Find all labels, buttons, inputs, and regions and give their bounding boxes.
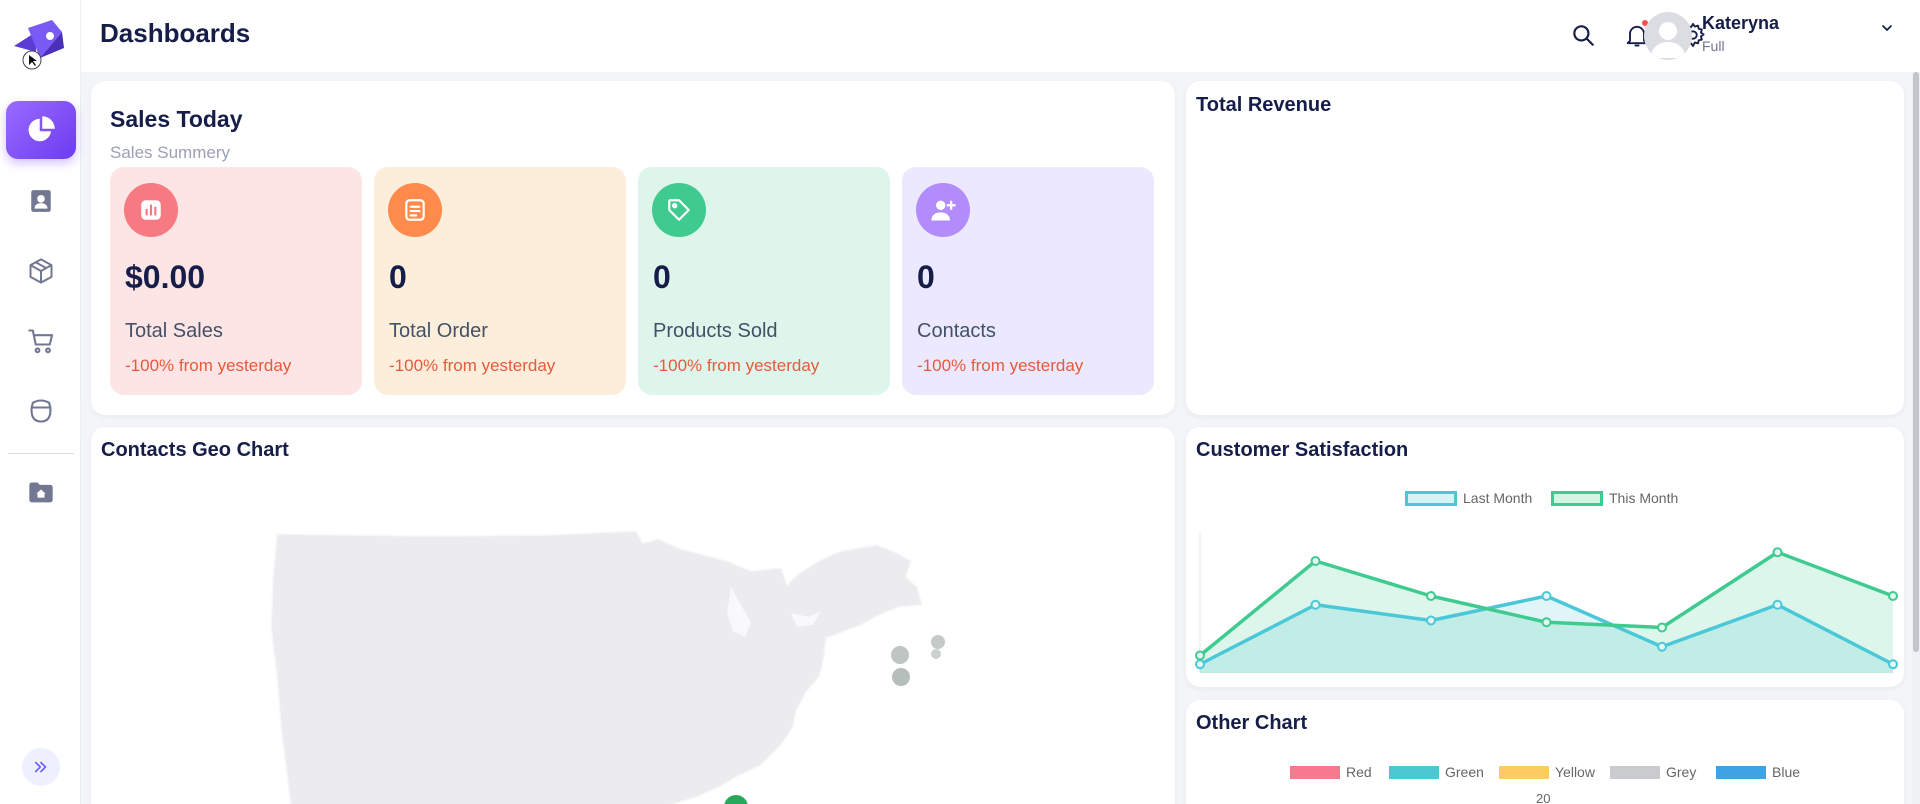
data-point-last-month	[1657, 641, 1667, 652]
stat-change: -100% from yesterday	[125, 356, 292, 375]
sidebar-item-orders[interactable]	[6, 312, 76, 370]
data-point-this-month	[1888, 591, 1898, 601]
geo-marker	[892, 668, 910, 686]
expand-sidebar-button[interactable]	[22, 748, 60, 786]
sidebar	[0, 0, 81, 804]
sales-today-title: Sales Today	[110, 106, 243, 132]
cart-icon	[28, 329, 54, 354]
user-role: Full	[1702, 38, 1725, 54]
us-map	[270, 530, 945, 804]
data-point-last-month	[1888, 659, 1898, 670]
customer-satisfaction-card: Customer Satisfaction Last Month This Mo…	[1186, 427, 1904, 687]
satisfaction-line-chart	[1195, 533, 1898, 673]
sidebar-item-dashboard[interactable]	[6, 101, 76, 159]
data-point-this-month	[1195, 650, 1205, 661]
search-icon	[1573, 25, 1594, 46]
total-revenue-title: Total Revenue	[1196, 94, 1332, 116]
user-menu-chevron[interactable]	[1879, 20, 1895, 40]
chevron-down-icon	[1882, 25, 1892, 31]
data-point-this-month	[1310, 556, 1321, 566]
sidebar-item-files[interactable]	[6, 464, 76, 522]
box-icon	[29, 258, 53, 284]
search-button[interactable]	[1566, 18, 1600, 52]
stat-change: -100% from yesterday	[389, 356, 556, 375]
data-point-this-month	[1772, 547, 1783, 558]
folder-home-icon	[29, 482, 53, 503]
legend-grey[interactable]: Grey	[1610, 764, 1696, 780]
stat-tile-total-sales: $0.00 Total Sales -100% from yesterday	[110, 167, 362, 395]
stat-tile-total-order: 0 Total Order -100% from yesterday	[374, 167, 626, 395]
sidebar-item-products[interactable]	[6, 242, 76, 300]
stat-change: -100% from yesterday	[653, 356, 820, 375]
stat-label: Total Sales	[125, 320, 223, 342]
data-point-this-month	[1426, 591, 1436, 601]
sidebar-item-baskets[interactable]	[6, 382, 76, 440]
data-point-last-month	[1772, 599, 1783, 610]
legend-green[interactable]: Green	[1389, 764, 1484, 780]
user-avatar[interactable]	[1644, 12, 1692, 60]
legend-this-month[interactable]: This Month	[1551, 490, 1678, 506]
document-icon	[388, 183, 442, 237]
data-point-last-month	[1426, 615, 1436, 626]
tag-icon	[652, 183, 706, 237]
legend-blue[interactable]: Blue	[1716, 764, 1800, 780]
bar-chart-icon	[124, 183, 178, 237]
geo-chart-card: Contacts Geo Chart	[91, 427, 1175, 804]
user-name[interactable]: Kateryna	[1702, 13, 1780, 33]
stat-value: 0	[917, 259, 935, 295]
stat-label: Total Order	[389, 320, 488, 342]
stat-label: Contacts	[917, 320, 996, 342]
stat-tile-contacts: 0 Contacts -100% from yesterday	[902, 167, 1154, 395]
data-point-last-month	[1310, 599, 1321, 610]
y-tick-label: 20	[1536, 791, 1551, 804]
series-area-this-month	[1200, 552, 1893, 673]
page-scrollbar-thumb[interactable]	[1913, 72, 1919, 652]
data-point-last-month	[1541, 591, 1552, 601]
stat-value: $0.00	[125, 259, 206, 295]
top-header: Dashboards	[81, 0, 1920, 72]
stat-tile-products-sold: 0 Products Sold -100% from yesterday	[638, 167, 890, 395]
legend-last-month[interactable]: Last Month	[1405, 490, 1532, 506]
notification-dot	[1642, 20, 1648, 26]
page-title: Dashboards	[100, 18, 251, 48]
geo-marker	[891, 646, 909, 664]
other-chart-title: Other Chart	[1196, 712, 1308, 734]
stat-change: -100% from yesterday	[917, 356, 1084, 375]
geo-marker	[931, 649, 941, 659]
double-chevron-right-icon	[34, 761, 47, 773]
customer-satisfaction-title: Customer Satisfaction	[1196, 439, 1409, 461]
data-point-this-month	[1657, 622, 1667, 633]
series-area-last-month	[1200, 596, 1893, 673]
contact-book-icon	[31, 190, 51, 212]
basket-icon	[30, 399, 52, 423]
legend-red[interactable]: Red	[1290, 764, 1372, 780]
add-user-icon	[916, 183, 970, 237]
total-revenue-card: Total Revenue	[1186, 81, 1904, 415]
stat-label: Products Sold	[653, 320, 778, 342]
geo-marker	[931, 635, 945, 649]
legend-yellow[interactable]: Yellow	[1499, 764, 1595, 780]
sidebar-item-contacts[interactable]	[6, 172, 76, 230]
stat-value: 0	[653, 259, 671, 295]
geo-chart-title: Contacts Geo Chart	[101, 439, 289, 461]
data-point-this-month	[1541, 617, 1552, 628]
pie-chart-icon	[28, 116, 55, 142]
stat-value: 0	[389, 259, 407, 295]
geo-marker	[724, 795, 748, 804]
other-chart-card: Other Chart Red Green Yellow Grey Blue 20	[1186, 700, 1904, 804]
app-logo[interactable]	[10, 18, 68, 76]
data-point-last-month	[1195, 659, 1205, 670]
sales-today-subtitle: Sales Summery	[110, 143, 230, 162]
sidebar-divider	[8, 453, 74, 454]
